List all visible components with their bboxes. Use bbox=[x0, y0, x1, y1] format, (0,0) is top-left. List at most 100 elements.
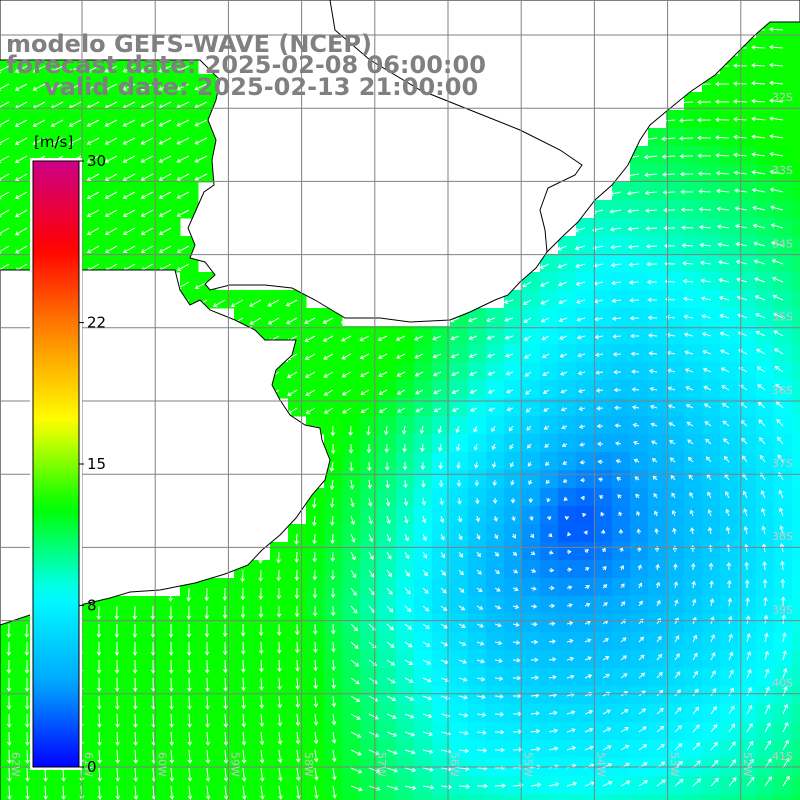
wind-speed-cell bbox=[450, 776, 469, 795]
wind-arrow bbox=[96, 605, 102, 620]
wind-arrow bbox=[597, 459, 604, 465]
wind-arrow bbox=[764, 740, 771, 751]
wind-arrow bbox=[312, 569, 318, 581]
wind-arrow bbox=[285, 317, 298, 325]
wind-speed-cell bbox=[324, 668, 343, 687]
wind-arrow bbox=[122, 209, 136, 217]
wind-speed-cell bbox=[432, 524, 451, 543]
wind-arrow bbox=[620, 780, 631, 787]
wind-arrow bbox=[769, 187, 784, 193]
wind-speed-cell bbox=[360, 560, 379, 579]
wind-arrow bbox=[643, 136, 658, 142]
wind-speed-cell bbox=[378, 416, 397, 435]
wind-speed-cell bbox=[54, 56, 73, 75]
wind-speed-cell bbox=[378, 488, 397, 507]
wind-speed-cell bbox=[540, 596, 559, 615]
wind-arrow bbox=[404, 695, 415, 701]
wind-speed-cell bbox=[558, 398, 577, 417]
wind-arrow bbox=[512, 551, 518, 556]
wind-arrow bbox=[258, 623, 264, 637]
wind-speed-cell bbox=[252, 632, 271, 651]
wind-speed-cell bbox=[558, 488, 577, 507]
wind-arrow bbox=[86, 245, 100, 254]
wind-arrow bbox=[602, 727, 612, 733]
wind-arrow bbox=[222, 605, 228, 619]
wind-speed-cell bbox=[0, 128, 19, 147]
wind-speed-cell bbox=[252, 686, 271, 705]
wind-speed-cell bbox=[702, 110, 721, 129]
wind-speed-cell bbox=[450, 794, 469, 800]
wind-speed-cell bbox=[540, 398, 559, 417]
wind-arrow bbox=[0, 65, 10, 73]
wind-arrow bbox=[764, 758, 772, 769]
wind-arrow bbox=[350, 659, 360, 667]
wind-speed-cell bbox=[180, 56, 199, 75]
wind-arrow bbox=[350, 731, 362, 738]
wind-arrow bbox=[530, 728, 541, 734]
wind-arrow bbox=[566, 638, 574, 644]
wind-speed-cell bbox=[432, 704, 451, 723]
wind-arrow bbox=[205, 713, 211, 728]
wind-speed-cell bbox=[504, 632, 523, 651]
wind-speed-cell bbox=[180, 722, 199, 741]
wind-speed-cell bbox=[630, 200, 649, 219]
wind-arrow bbox=[594, 334, 604, 340]
wind-speed-cell bbox=[594, 218, 613, 237]
wind-arrow bbox=[645, 208, 658, 213]
wind-arrow bbox=[674, 707, 682, 715]
wind-speed-cell bbox=[702, 218, 721, 237]
wind-speed-cell bbox=[108, 686, 127, 705]
wind-arrow bbox=[332, 767, 337, 781]
wind-arrow bbox=[580, 495, 586, 501]
wind-speed-cell bbox=[504, 578, 523, 597]
wind-speed-cell bbox=[162, 92, 181, 111]
wind-arrow bbox=[458, 748, 470, 754]
wind-speed-cell bbox=[162, 164, 181, 183]
wind-speed-cell bbox=[378, 578, 397, 597]
wind-arrow bbox=[781, 596, 786, 607]
wind-arrow bbox=[775, 383, 784, 391]
wind-speed-cell bbox=[558, 524, 577, 543]
wind-arrow bbox=[158, 119, 172, 127]
wind-speed-cell bbox=[432, 434, 451, 453]
lon-label: 55W bbox=[521, 752, 534, 777]
wind-speed-cell bbox=[216, 668, 235, 687]
wind-speed-cell bbox=[360, 668, 379, 687]
wind-speed-cell bbox=[108, 200, 127, 219]
wind-arrow bbox=[631, 387, 640, 392]
wind-arrow bbox=[769, 80, 784, 86]
wind-speed-cell bbox=[324, 524, 343, 543]
wind-arrow bbox=[602, 565, 607, 571]
wind-speed-cell bbox=[486, 722, 505, 741]
wind-speed-cell bbox=[504, 452, 523, 471]
wind-speed-cell bbox=[630, 362, 649, 381]
wind-arrow bbox=[735, 241, 748, 247]
wind-arrow bbox=[620, 655, 628, 661]
wind-arrow bbox=[644, 172, 658, 178]
wind-speed-cell bbox=[558, 560, 577, 579]
wind-speed-cell bbox=[720, 254, 739, 273]
wind-arrow bbox=[638, 726, 647, 733]
wind-speed-cell bbox=[324, 488, 343, 507]
wind-arrow bbox=[341, 353, 352, 360]
wind-arrow bbox=[619, 565, 624, 571]
wind-speed-cell bbox=[378, 524, 397, 543]
wind-speed-cell bbox=[468, 308, 487, 327]
wind-speed-cell bbox=[414, 668, 433, 687]
wind-arrow bbox=[692, 724, 700, 733]
wind-speed-cell bbox=[360, 704, 379, 723]
wind-speed-cell bbox=[90, 218, 109, 237]
wind-arrow bbox=[259, 659, 264, 673]
wind-arrow bbox=[665, 332, 676, 338]
wind-speed-cell bbox=[594, 704, 613, 723]
wind-speed-cell bbox=[576, 308, 595, 327]
wind-speed-cell bbox=[414, 542, 433, 561]
wind-arrow bbox=[433, 389, 442, 395]
wind-arrow bbox=[715, 135, 730, 140]
wind-arrow bbox=[494, 712, 505, 717]
wind-arrow bbox=[636, 510, 641, 517]
wind-arrow bbox=[611, 298, 622, 304]
wind-speed-cell bbox=[360, 506, 379, 525]
wind-speed-cell bbox=[684, 344, 703, 363]
wind-speed-cell bbox=[576, 722, 595, 741]
